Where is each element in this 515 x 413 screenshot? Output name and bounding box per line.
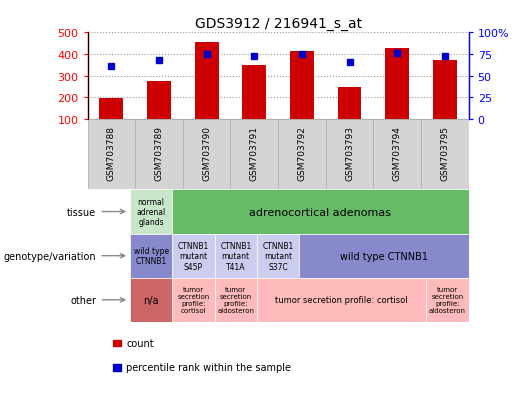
- FancyBboxPatch shape: [257, 278, 426, 322]
- Text: adrenocortical adenomas: adrenocortical adenomas: [249, 207, 391, 217]
- FancyBboxPatch shape: [231, 120, 278, 190]
- Bar: [147, 82, 171, 120]
- Text: count: count: [126, 338, 154, 348]
- FancyBboxPatch shape: [130, 278, 172, 322]
- Text: tumor secretion profile: cortisol: tumor secretion profile: cortisol: [276, 296, 408, 305]
- Text: CTNNB1
mutant
S37C: CTNNB1 mutant S37C: [263, 241, 294, 271]
- Text: tissue: tissue: [67, 207, 96, 217]
- Text: normal
adrenal
glands: normal adrenal glands: [136, 197, 166, 227]
- Title: GDS3912 / 216941_s_at: GDS3912 / 216941_s_at: [195, 17, 362, 31]
- Text: GSM703794: GSM703794: [393, 126, 402, 180]
- FancyBboxPatch shape: [135, 120, 183, 190]
- Text: GSM703789: GSM703789: [154, 126, 163, 180]
- Bar: [99, 99, 123, 120]
- Text: GSM703791: GSM703791: [250, 126, 259, 180]
- Bar: [385, 49, 409, 120]
- Text: CTNNB1
mutant
S45P: CTNNB1 mutant S45P: [178, 241, 209, 271]
- Bar: [243, 66, 266, 120]
- FancyBboxPatch shape: [130, 234, 172, 278]
- FancyBboxPatch shape: [299, 234, 469, 278]
- Text: GSM703793: GSM703793: [345, 126, 354, 180]
- FancyBboxPatch shape: [215, 278, 257, 322]
- Text: GSM703792: GSM703792: [298, 126, 306, 180]
- FancyBboxPatch shape: [88, 120, 135, 190]
- Text: genotype/variation: genotype/variation: [4, 251, 96, 261]
- Text: GSM703790: GSM703790: [202, 126, 211, 180]
- Text: tumor
secretion
profile:
cortisol: tumor secretion profile: cortisol: [177, 287, 210, 313]
- Text: tumor
secretion
profile:
aldosteron: tumor secretion profile: aldosteron: [429, 287, 466, 313]
- Text: wild type CTNNB1: wild type CTNNB1: [340, 251, 428, 261]
- Text: tumor
secretion
profile:
aldosteron: tumor secretion profile: aldosteron: [217, 287, 254, 313]
- FancyBboxPatch shape: [257, 234, 299, 278]
- FancyBboxPatch shape: [183, 120, 231, 190]
- Text: GSM703795: GSM703795: [440, 126, 449, 180]
- Text: percentile rank within the sample: percentile rank within the sample: [126, 363, 291, 373]
- FancyBboxPatch shape: [426, 278, 469, 322]
- FancyBboxPatch shape: [373, 120, 421, 190]
- FancyBboxPatch shape: [172, 190, 469, 234]
- Bar: [195, 43, 218, 120]
- FancyBboxPatch shape: [421, 120, 469, 190]
- Bar: [290, 52, 314, 120]
- Bar: [338, 88, 362, 120]
- FancyBboxPatch shape: [325, 120, 373, 190]
- Text: wild type
CTNNB1: wild type CTNNB1: [133, 247, 168, 266]
- Bar: [433, 61, 457, 120]
- FancyBboxPatch shape: [215, 234, 257, 278]
- FancyBboxPatch shape: [278, 120, 325, 190]
- Text: n/a: n/a: [143, 295, 159, 305]
- Text: CTNNB1
mutant
T41A: CTNNB1 mutant T41A: [220, 241, 251, 271]
- FancyBboxPatch shape: [130, 190, 172, 234]
- FancyBboxPatch shape: [172, 278, 215, 322]
- Text: other: other: [70, 295, 96, 305]
- Text: GSM703788: GSM703788: [107, 126, 116, 180]
- FancyBboxPatch shape: [172, 234, 215, 278]
